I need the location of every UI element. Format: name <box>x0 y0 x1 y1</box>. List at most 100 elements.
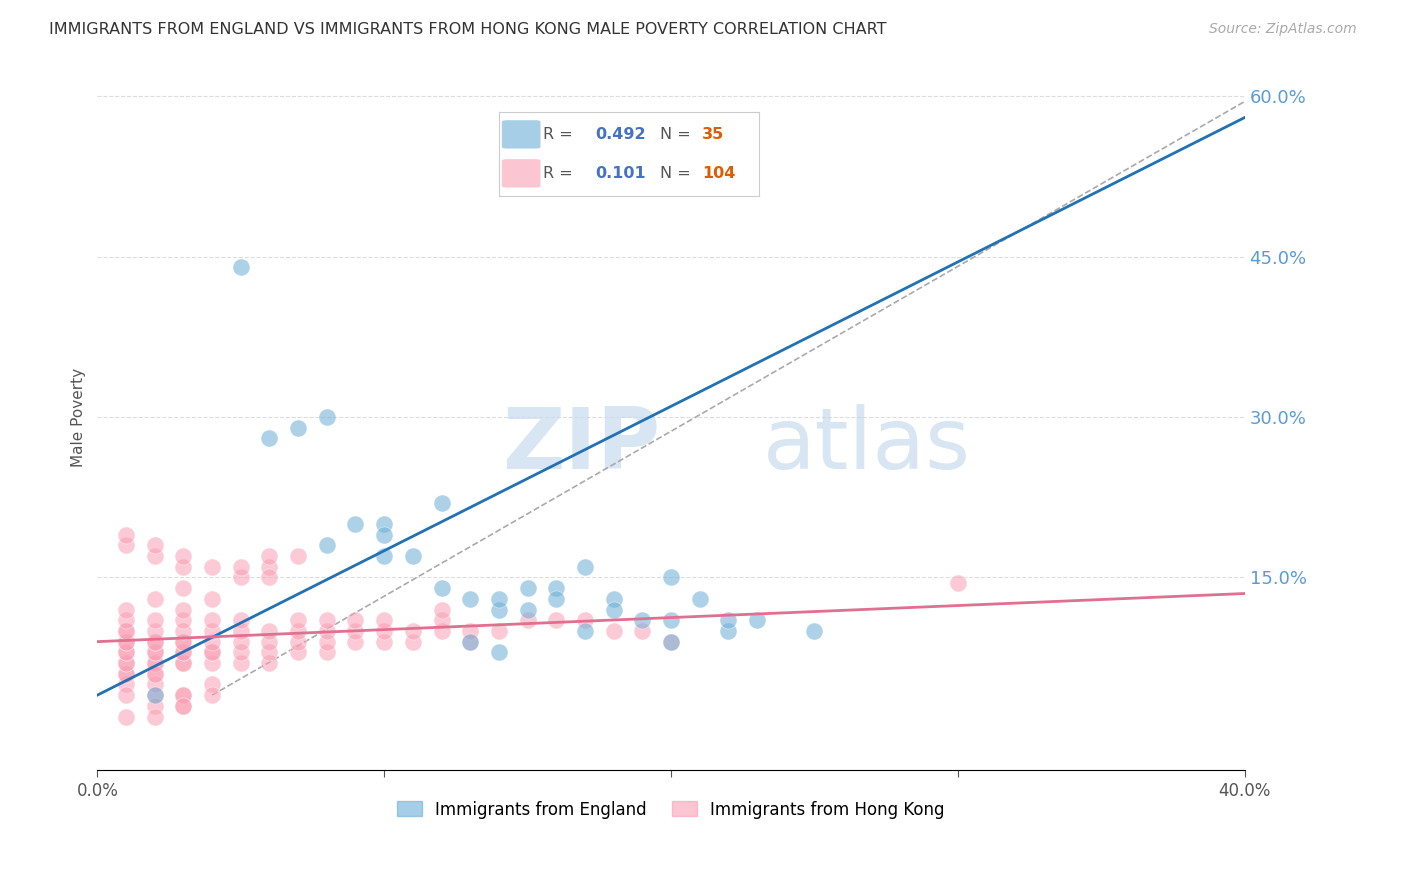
Text: R =: R = <box>543 166 574 181</box>
Point <box>143 666 166 681</box>
Point <box>402 624 425 638</box>
Y-axis label: Male Poverty: Male Poverty <box>72 368 86 467</box>
Point <box>115 666 138 681</box>
Point <box>287 634 309 648</box>
Point <box>229 634 252 648</box>
Point <box>689 591 711 606</box>
Point <box>201 559 224 574</box>
Point <box>172 645 194 659</box>
Point <box>172 559 194 574</box>
Point <box>115 656 138 670</box>
Point <box>143 688 166 702</box>
Point <box>115 688 138 702</box>
Point <box>115 613 138 627</box>
Point <box>229 260 252 275</box>
Point <box>516 602 538 616</box>
Point <box>143 698 166 713</box>
Point <box>143 634 166 648</box>
Text: 0.101: 0.101 <box>595 166 645 181</box>
Point <box>229 613 252 627</box>
Point <box>115 538 138 552</box>
Point <box>344 624 367 638</box>
Point <box>143 624 166 638</box>
FancyBboxPatch shape <box>502 120 541 149</box>
Point <box>373 634 395 648</box>
Point <box>115 624 138 638</box>
Point <box>803 624 825 638</box>
Text: N =: N = <box>661 127 692 142</box>
Point <box>946 575 969 590</box>
Point <box>172 602 194 616</box>
Point <box>373 549 395 563</box>
Point <box>115 677 138 691</box>
Text: Source: ZipAtlas.com: Source: ZipAtlas.com <box>1209 22 1357 37</box>
Point <box>172 634 194 648</box>
Point <box>115 602 138 616</box>
FancyBboxPatch shape <box>502 159 541 188</box>
Point <box>516 613 538 627</box>
Point <box>574 559 596 574</box>
Point <box>430 613 453 627</box>
Point <box>172 581 194 595</box>
Text: atlas: atlas <box>763 404 970 487</box>
Point <box>659 570 682 584</box>
Point <box>201 624 224 638</box>
Point <box>287 549 309 563</box>
Point <box>516 581 538 595</box>
Point <box>201 645 224 659</box>
Point <box>172 698 194 713</box>
Point <box>373 516 395 531</box>
Point <box>430 602 453 616</box>
Point <box>259 432 281 446</box>
Point <box>458 591 481 606</box>
Point <box>315 624 337 638</box>
Point <box>344 516 367 531</box>
Point <box>259 624 281 638</box>
Point <box>315 538 337 552</box>
Point <box>259 570 281 584</box>
Point <box>201 634 224 648</box>
Point <box>115 709 138 723</box>
Point <box>373 624 395 638</box>
Point <box>143 677 166 691</box>
Point <box>659 613 682 627</box>
Point <box>201 677 224 691</box>
Point <box>201 656 224 670</box>
Point <box>229 559 252 574</box>
Point <box>172 624 194 638</box>
Point <box>315 645 337 659</box>
Point <box>259 549 281 563</box>
Point <box>546 613 568 627</box>
Point <box>115 624 138 638</box>
Point <box>315 410 337 425</box>
Point <box>430 581 453 595</box>
Point <box>546 581 568 595</box>
Point <box>659 634 682 648</box>
Text: ZI: ZI <box>502 404 596 487</box>
Legend: Immigrants from England, Immigrants from Hong Kong: Immigrants from England, Immigrants from… <box>391 794 952 825</box>
Point <box>229 645 252 659</box>
Point <box>115 645 138 659</box>
Point <box>172 645 194 659</box>
Point <box>287 421 309 435</box>
Point <box>574 613 596 627</box>
Text: 35: 35 <box>702 127 724 142</box>
Point <box>143 645 166 659</box>
Point <box>143 709 166 723</box>
Point <box>172 688 194 702</box>
Point <box>115 634 138 648</box>
Point <box>172 613 194 627</box>
Point <box>115 645 138 659</box>
Point <box>488 624 510 638</box>
Point <box>602 624 624 638</box>
Point <box>287 613 309 627</box>
Point <box>143 634 166 648</box>
Point <box>488 602 510 616</box>
Point <box>143 656 166 670</box>
Point <box>717 624 740 638</box>
Point <box>659 634 682 648</box>
Point <box>373 613 395 627</box>
Point <box>201 613 224 627</box>
Point <box>115 666 138 681</box>
Point <box>602 591 624 606</box>
